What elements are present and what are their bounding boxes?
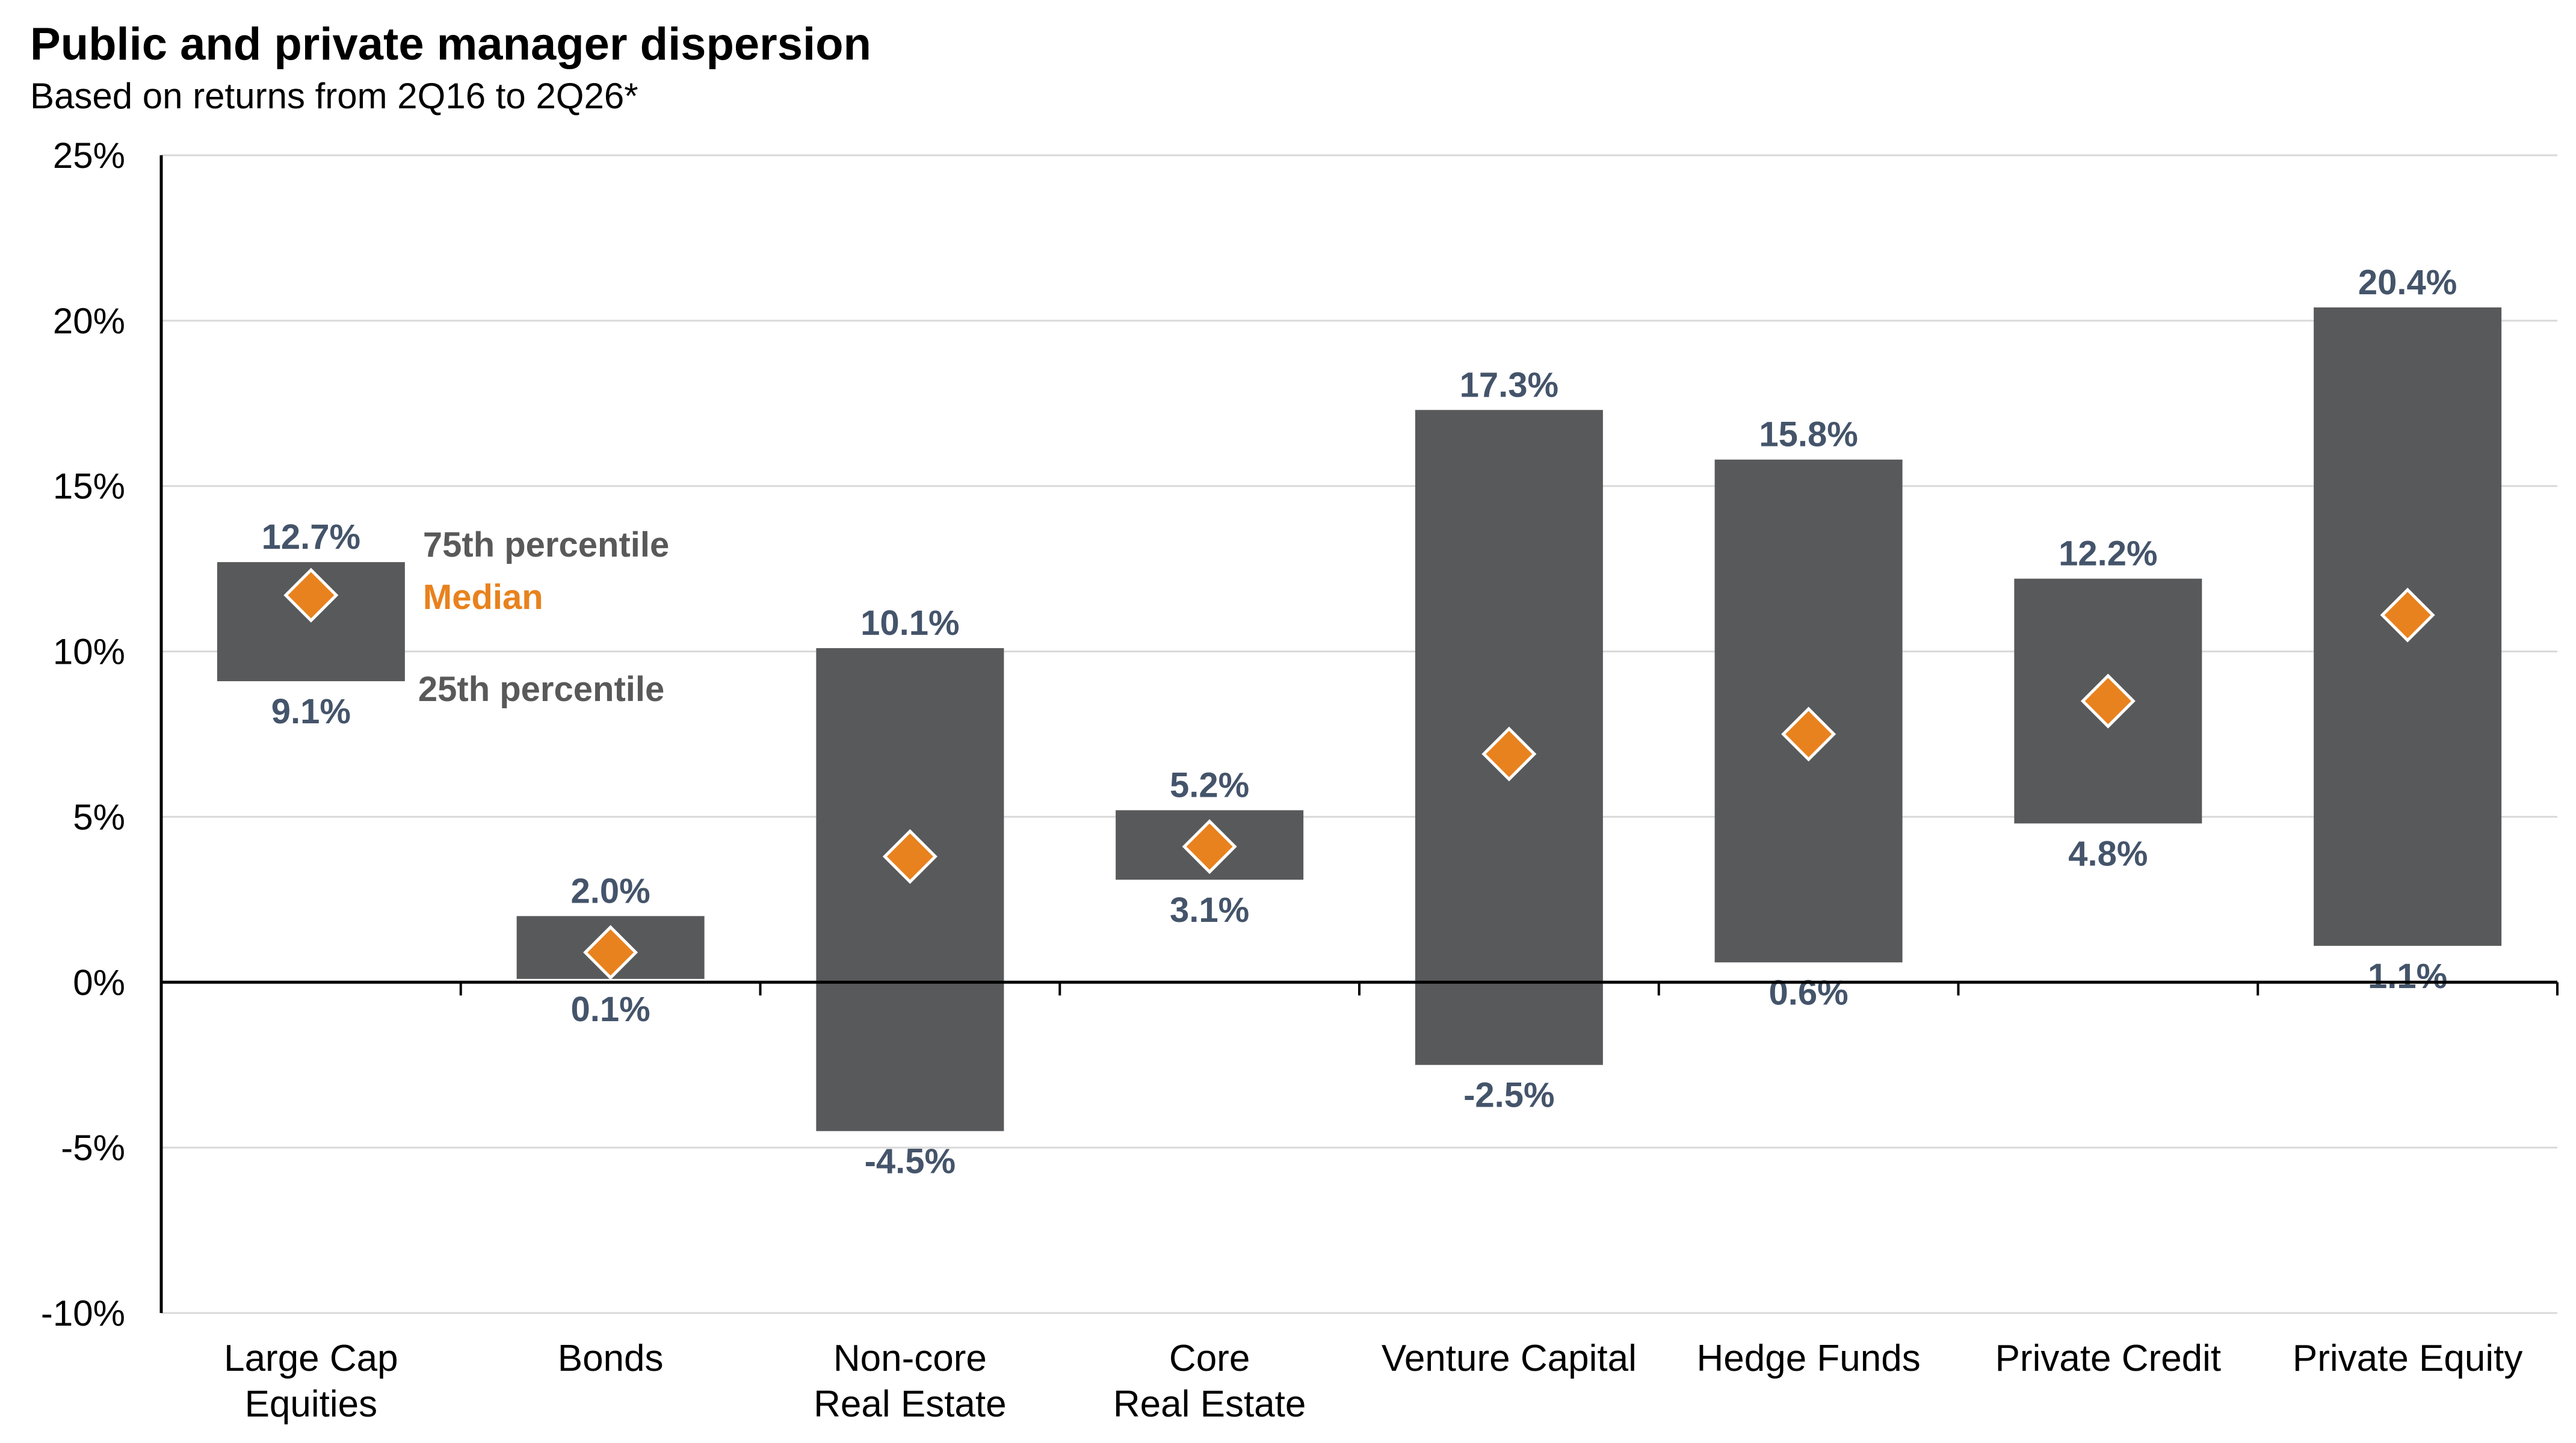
high-label: 15.8%: [1759, 415, 1858, 454]
y-tick-label: 20%: [53, 301, 125, 341]
legend-75th-percentile: 75th percentile: [423, 525, 669, 564]
y-tick-label: 0%: [73, 962, 125, 1003]
category-label: Core: [1169, 1338, 1250, 1379]
median-marker: [1481, 726, 1537, 782]
category-label: Large Cap: [224, 1338, 398, 1379]
category-label: Private Credit: [1995, 1338, 2222, 1379]
y-tick-label: -5%: [61, 1128, 125, 1168]
y-tick-label: -10%: [41, 1293, 125, 1333]
low-label: 0.1%: [571, 990, 650, 1029]
low-label: 9.1%: [271, 692, 351, 731]
high-label: 20.4%: [2358, 263, 2457, 302]
low-label: 3.1%: [1170, 891, 1249, 930]
category-label: Venture Capital: [1382, 1338, 1637, 1379]
median-marker: [2080, 673, 2136, 729]
category-label: Private Equity: [2293, 1338, 2523, 1379]
high-label: 12.2%: [2059, 534, 2157, 573]
median-marker: [583, 925, 638, 980]
high-label: 17.3%: [1460, 365, 1558, 404]
median-marker: [283, 567, 339, 623]
high-label: 2.0%: [571, 871, 650, 910]
bars: [217, 307, 2502, 1131]
low-label: 1.1%: [2368, 957, 2447, 996]
low-label: -4.5%: [865, 1142, 956, 1181]
median-marker: [1182, 819, 1237, 874]
category-label: Bonds: [558, 1338, 664, 1379]
category-label: Non-core: [833, 1338, 987, 1379]
y-tick-label: 10%: [53, 632, 125, 672]
high-label: 12.7%: [262, 518, 360, 557]
low-label: 4.8%: [2068, 834, 2148, 873]
y-tick-label: 5%: [73, 797, 125, 837]
median-marker: [1781, 706, 1836, 762]
chart-title: Public and private manager dispersion: [30, 19, 871, 70]
chart-subtitle: Based on returns from 2Q16 to 2Q26*: [30, 76, 638, 116]
median-marker: [2380, 587, 2435, 643]
y-tick-label: 25%: [53, 135, 125, 176]
legend-25th-percentile: 25th percentile: [418, 670, 664, 709]
data-labels: 12.7% 9.1% 2.0% 0.1% 10.1% -4.5% 5.2% 3.1% 17.3%…: [262, 263, 2457, 1181]
y-tick-label: 15%: [53, 466, 125, 507]
low-label: -2.5%: [1463, 1076, 1555, 1115]
high-label: 10.1%: [860, 604, 959, 643]
legend-median: Median: [423, 578, 543, 617]
category-label: Real Estate: [1113, 1383, 1306, 1425]
category-label: Hedge Funds: [1697, 1338, 1921, 1379]
high-label: 5.2%: [1170, 765, 1249, 805]
y-axis: 25% 20% 15% 10% 5% 0% -5% -10%: [41, 135, 163, 1333]
category-label: Real Estate: [814, 1383, 1007, 1425]
range-bar: [816, 648, 1004, 1131]
low-label: 0.6%: [1769, 973, 1849, 1012]
median-marker: [882, 829, 937, 884]
category-label: Equities: [245, 1383, 378, 1425]
legend: 75th percentile Median 25th percentile: [418, 525, 669, 709]
